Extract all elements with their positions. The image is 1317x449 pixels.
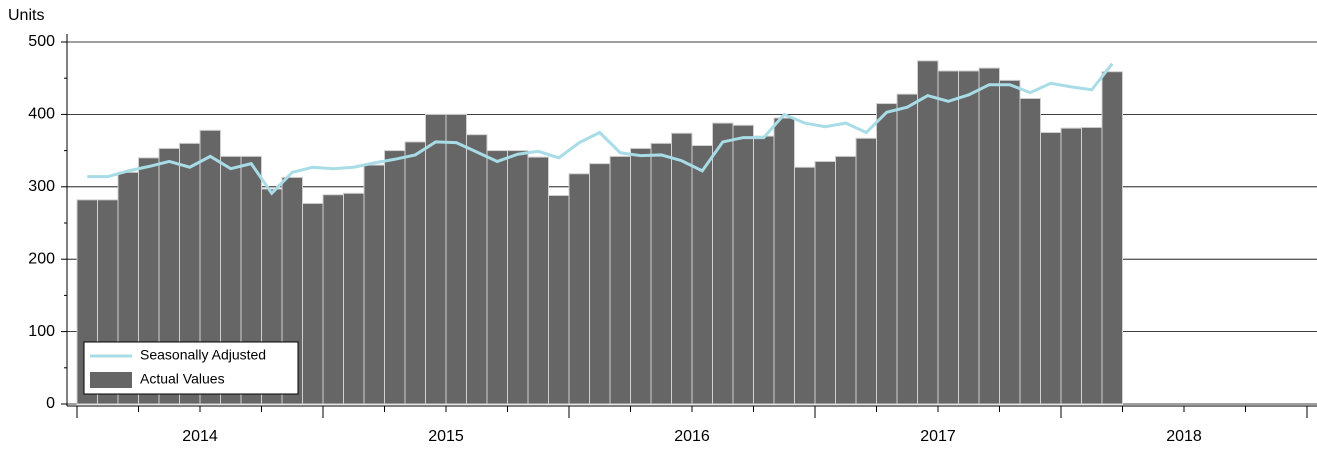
legend-label: Actual Values <box>140 371 225 387</box>
bar <box>876 103 898 405</box>
y-tick-label: 400 <box>28 106 55 123</box>
bar <box>404 141 426 405</box>
bar <box>896 93 918 405</box>
bar <box>671 132 693 405</box>
bar <box>507 150 529 405</box>
bar <box>712 122 734 405</box>
bar <box>794 166 816 405</box>
bar <box>486 150 508 405</box>
bar <box>1101 71 1123 405</box>
bar <box>835 155 857 405</box>
y-tick-label: 100 <box>28 323 55 340</box>
bar <box>343 192 365 405</box>
y-tick-label: 200 <box>28 250 55 267</box>
legend: Seasonally Adjusted Actual Values <box>83 341 299 395</box>
bar <box>322 194 344 405</box>
bar <box>1060 127 1082 405</box>
x-tick-label: 2018 <box>1166 428 1202 445</box>
y-axis-label: Units <box>8 7 44 24</box>
bar <box>302 202 324 405</box>
bar <box>363 164 385 405</box>
bar <box>732 124 754 405</box>
x-tick-label: 2016 <box>674 428 710 445</box>
legend-swatch <box>90 372 132 388</box>
bar <box>999 79 1021 405</box>
bar <box>589 163 611 405</box>
bar <box>855 137 877 405</box>
bar <box>384 150 406 405</box>
bar <box>650 142 672 405</box>
y-tick-label: 500 <box>28 33 55 50</box>
bar <box>609 155 631 405</box>
bar <box>445 113 467 405</box>
bar <box>1040 132 1062 405</box>
bar <box>937 70 959 405</box>
bar <box>958 70 980 405</box>
bar <box>978 67 1000 405</box>
bar <box>425 113 447 405</box>
y-tick-label: 300 <box>28 178 55 195</box>
x-tick-label: 2015 <box>428 428 464 445</box>
bar <box>1081 126 1103 405</box>
bar <box>917 60 939 405</box>
bar <box>691 145 713 405</box>
bar <box>753 135 775 405</box>
bar <box>1019 97 1041 405</box>
x-tick-label: 2017 <box>920 428 956 445</box>
legend-label: Seasonally Adjusted <box>140 347 266 363</box>
bar <box>527 156 549 405</box>
bar <box>814 160 836 405</box>
line <box>87 62 1114 196</box>
bar <box>773 117 795 405</box>
bar <box>630 147 652 405</box>
bar <box>568 173 590 405</box>
bar <box>466 134 488 405</box>
bar <box>548 194 570 405</box>
x-tick-label: 2014 <box>182 428 218 445</box>
y-tick-label: 0 <box>46 395 55 412</box>
